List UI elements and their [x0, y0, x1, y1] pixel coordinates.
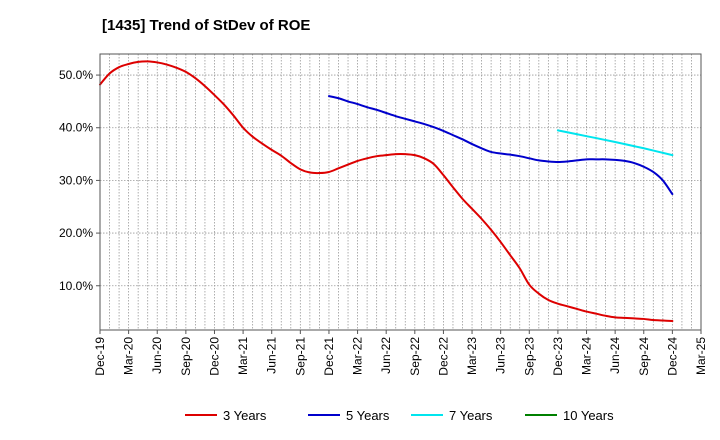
- x-tick-label: Dec-24: [665, 337, 679, 376]
- x-tick-label: Mar-24: [580, 337, 594, 375]
- y-tick-label: 10.0%: [59, 279, 93, 293]
- legend-label: 5 Years: [346, 408, 390, 423]
- series-line-2: [327, 95, 674, 196]
- x-tick-label: Mar-21: [236, 337, 250, 375]
- x-tick-label: Dec-23: [551, 337, 565, 376]
- x-tick-label: Dec-20: [207, 337, 221, 376]
- x-tick-label: Sep-24: [637, 337, 651, 376]
- y-tick-label: 20.0%: [59, 226, 93, 240]
- series-lines: [99, 60, 674, 323]
- chart-title: [1435] Trend of StDev of ROE: [102, 17, 310, 34]
- y-tick-label: 30.0%: [59, 173, 93, 187]
- x-tick-label: Dec-22: [436, 337, 450, 376]
- x-tick-label: Jun-22: [379, 337, 393, 374]
- y-axis-ticks: 10.0% 20.0% 30.0% 40.0% 50.0%: [59, 68, 100, 293]
- grid-lines: [100, 54, 701, 330]
- legend-label: 10 Years: [563, 408, 614, 423]
- x-tick-label: Jun-24: [608, 337, 622, 374]
- y-tick-label: 50.0%: [59, 68, 93, 82]
- x-tick-label: Jun-23: [494, 337, 508, 374]
- series-line-3: [556, 129, 674, 157]
- x-tick-label: Sep-20: [179, 337, 193, 376]
- x-tick-label: Mar-23: [465, 337, 479, 375]
- x-tick-label: Sep-21: [293, 337, 307, 376]
- series-line-1: [99, 60, 674, 323]
- plot-frame: [99, 53, 702, 331]
- legend-label: 7 Years: [449, 408, 493, 423]
- y-tick-label: 40.0%: [59, 121, 93, 135]
- legend-label: 3 Years: [223, 408, 267, 423]
- x-tick-label: Mar-25: [694, 337, 708, 375]
- x-axis-ticks: Dec-19 Mar-20 Jun-20 Sep-20 Dec-20 Mar-21 Jun-…: [93, 330, 708, 376]
- x-tick-label: Dec-19: [93, 337, 107, 376]
- x-tick-label: Sep-23: [522, 337, 536, 376]
- legend: 3 Years 5 Years 7 Years 10 Years: [185, 408, 614, 423]
- x-tick-label: Jun-21: [265, 337, 279, 374]
- x-tick-label: Dec-21: [322, 337, 336, 376]
- plot-background: [100, 54, 701, 330]
- x-tick-label: Mar-22: [351, 337, 365, 375]
- x-tick-label: Mar-20: [122, 337, 136, 375]
- x-tick-label: Jun-20: [150, 337, 164, 374]
- x-tick-label: Sep-22: [408, 337, 422, 376]
